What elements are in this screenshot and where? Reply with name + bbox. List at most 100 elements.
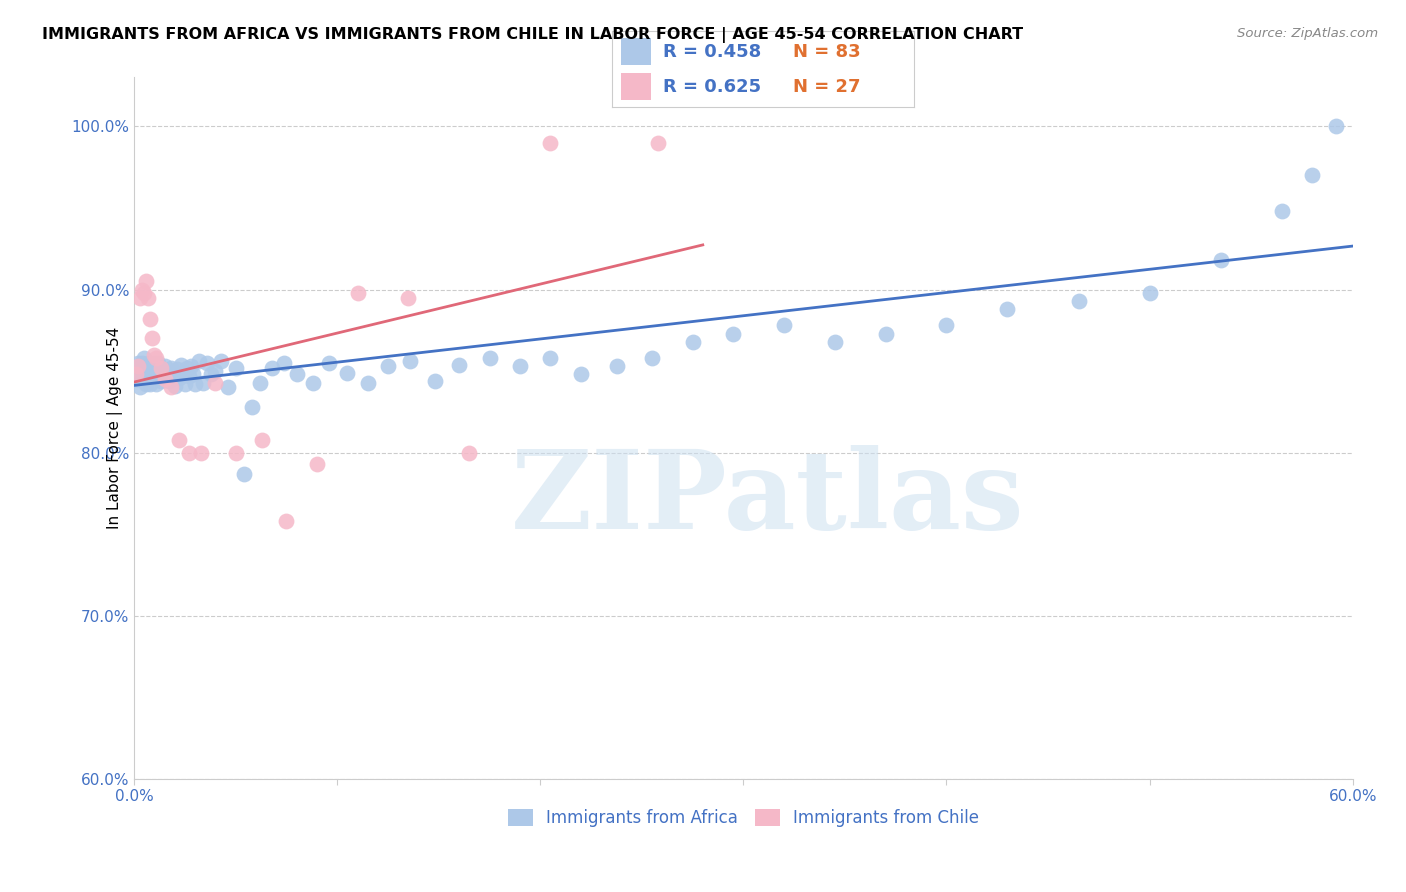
Text: N = 27: N = 27 — [793, 78, 860, 95]
Point — [225, 360, 247, 375]
Point — [170, 358, 193, 372]
Point — [336, 366, 359, 380]
Point — [143, 356, 166, 370]
Point — [157, 374, 180, 388]
Point — [135, 364, 157, 378]
Point — [149, 374, 172, 388]
Text: R = 0.625: R = 0.625 — [664, 78, 761, 95]
Point — [141, 368, 163, 383]
Point — [195, 356, 218, 370]
Point — [190, 445, 212, 459]
Bar — [620, 38, 651, 65]
Point — [127, 372, 149, 386]
Point — [346, 285, 368, 300]
Point — [509, 359, 531, 374]
Point — [180, 359, 202, 374]
Point — [153, 372, 176, 386]
Point — [167, 370, 190, 384]
Text: Source: ZipAtlas.com: Source: ZipAtlas.com — [1237, 27, 1378, 40]
Point — [209, 354, 232, 368]
Point — [1271, 204, 1294, 219]
Point — [200, 368, 222, 382]
Point — [569, 368, 592, 382]
Point — [139, 364, 162, 378]
Point — [458, 445, 481, 459]
Point — [318, 356, 340, 370]
Text: R = 0.458: R = 0.458 — [664, 43, 761, 61]
Text: N = 83: N = 83 — [793, 43, 860, 61]
Bar — [620, 73, 651, 100]
Point — [145, 377, 167, 392]
Point — [824, 334, 846, 349]
Point — [135, 377, 157, 392]
Point — [134, 360, 156, 375]
Point — [167, 433, 190, 447]
Point — [262, 360, 284, 375]
Point — [141, 359, 163, 374]
Point — [145, 351, 167, 365]
Point — [129, 291, 152, 305]
Point — [127, 359, 149, 374]
Point — [773, 318, 796, 333]
Point — [399, 354, 422, 368]
Point — [273, 356, 295, 370]
Text: ZIPatlas: ZIPatlas — [510, 445, 1025, 552]
Point — [188, 354, 211, 368]
Point — [131, 368, 153, 382]
Point — [148, 368, 170, 382]
Point — [159, 360, 181, 375]
Point — [134, 351, 156, 365]
Point — [682, 334, 704, 349]
Point — [232, 467, 254, 481]
Point — [129, 364, 152, 378]
Point — [166, 362, 188, 376]
Y-axis label: In Labor Force | Age 45-54: In Labor Force | Age 45-54 — [107, 327, 122, 529]
Point — [162, 368, 184, 383]
Point — [129, 380, 152, 394]
Text: IMMIGRANTS FROM AFRICA VS IMMIGRANTS FROM CHILE IN LABOR FORCE | AGE 45-54 CORRE: IMMIGRANTS FROM AFRICA VS IMMIGRANTS FRO… — [42, 27, 1024, 43]
Point — [606, 359, 628, 374]
Point — [141, 331, 163, 345]
Point — [159, 380, 181, 394]
Point — [181, 368, 204, 382]
Point — [131, 356, 153, 370]
Point — [540, 351, 562, 365]
Point — [997, 302, 1019, 317]
Point — [935, 318, 957, 333]
Point — [225, 445, 247, 459]
Point — [136, 291, 159, 305]
Point — [1301, 169, 1323, 183]
Point — [301, 376, 323, 390]
Point — [217, 380, 239, 394]
Point — [173, 377, 195, 392]
Point — [723, 326, 745, 341]
Point — [125, 368, 148, 382]
Point — [148, 356, 170, 370]
Point — [136, 368, 159, 382]
Point — [1067, 293, 1090, 308]
Point — [250, 433, 273, 447]
Point — [641, 351, 664, 365]
Point — [127, 356, 149, 370]
Point — [276, 514, 298, 528]
Point — [1209, 253, 1232, 268]
Point — [249, 376, 271, 390]
Point — [149, 360, 172, 375]
Point — [447, 358, 470, 372]
Point — [478, 351, 501, 365]
Point — [377, 359, 399, 374]
Point — [177, 368, 200, 383]
Point — [356, 376, 378, 390]
Point — [152, 368, 174, 383]
Legend: Immigrants from Africa, Immigrants from Chile: Immigrants from Africa, Immigrants from … — [501, 802, 986, 834]
Point — [135, 274, 157, 288]
Point — [139, 311, 162, 326]
Point — [131, 283, 153, 297]
Point — [204, 376, 226, 390]
Point — [423, 374, 446, 388]
Point — [143, 348, 166, 362]
Point — [184, 377, 207, 392]
Point — [153, 359, 176, 374]
Point — [155, 368, 177, 382]
Point — [172, 368, 194, 382]
